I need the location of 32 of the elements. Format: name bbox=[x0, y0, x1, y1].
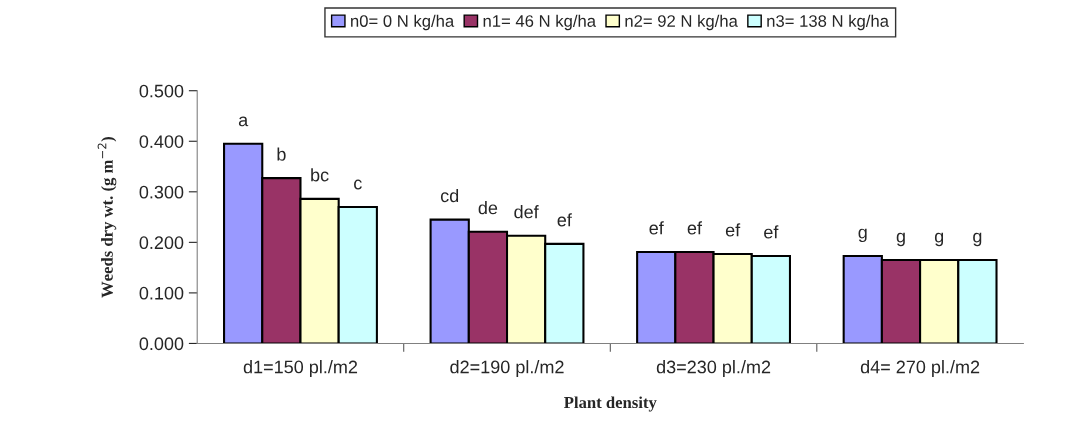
y-tick-label: 0.400 bbox=[139, 135, 184, 148]
x-tick-label: d2=190 pl./m2 bbox=[450, 360, 564, 377]
data-label: g bbox=[858, 228, 867, 243]
data-label: g bbox=[934, 232, 944, 247]
data-label: ef bbox=[764, 225, 779, 239]
data-label: de bbox=[478, 201, 498, 215]
data-label: bc bbox=[311, 168, 329, 182]
y-tick-label: 0.200 bbox=[139, 236, 184, 250]
x-axis-title: Plant density bbox=[564, 396, 657, 412]
data-label: ef bbox=[725, 223, 741, 237]
x-tick-label: d1=150 pl./m2 bbox=[243, 360, 358, 377]
legend-label: n1= 46 N kg/ha bbox=[483, 14, 597, 31]
y-axis-title: Weeds dry wt. (g m$^{−2}$) bbox=[97, 136, 117, 298]
legend-label: n0= 0 N kg/ha bbox=[351, 14, 455, 31]
x-tick-label: d3=230 pl./m2 bbox=[656, 360, 771, 377]
data-label: ef bbox=[687, 221, 703, 235]
data-label: ef bbox=[649, 221, 664, 235]
legend-label: n3= 138 N kg/ha bbox=[767, 14, 889, 31]
data-label: g bbox=[973, 232, 982, 247]
y-tick-label: 0.100 bbox=[139, 286, 184, 300]
data-label: c bbox=[354, 179, 362, 190]
data-label: g bbox=[896, 232, 905, 247]
data-label: def bbox=[514, 205, 539, 219]
y-tick-label: 0.000 bbox=[139, 337, 184, 351]
y-tick-label: 0.500 bbox=[139, 84, 184, 98]
x-tick-label: d4= 270 pl./m2 bbox=[860, 360, 980, 377]
data-label: cd bbox=[440, 188, 459, 203]
data-label: b bbox=[277, 147, 286, 161]
y-tick-label: 0.300 bbox=[139, 185, 184, 199]
data-label: ef bbox=[557, 213, 572, 227]
data-label: a bbox=[238, 116, 249, 127]
legend-label: n2= 92 N kg/ha bbox=[625, 14, 738, 31]
